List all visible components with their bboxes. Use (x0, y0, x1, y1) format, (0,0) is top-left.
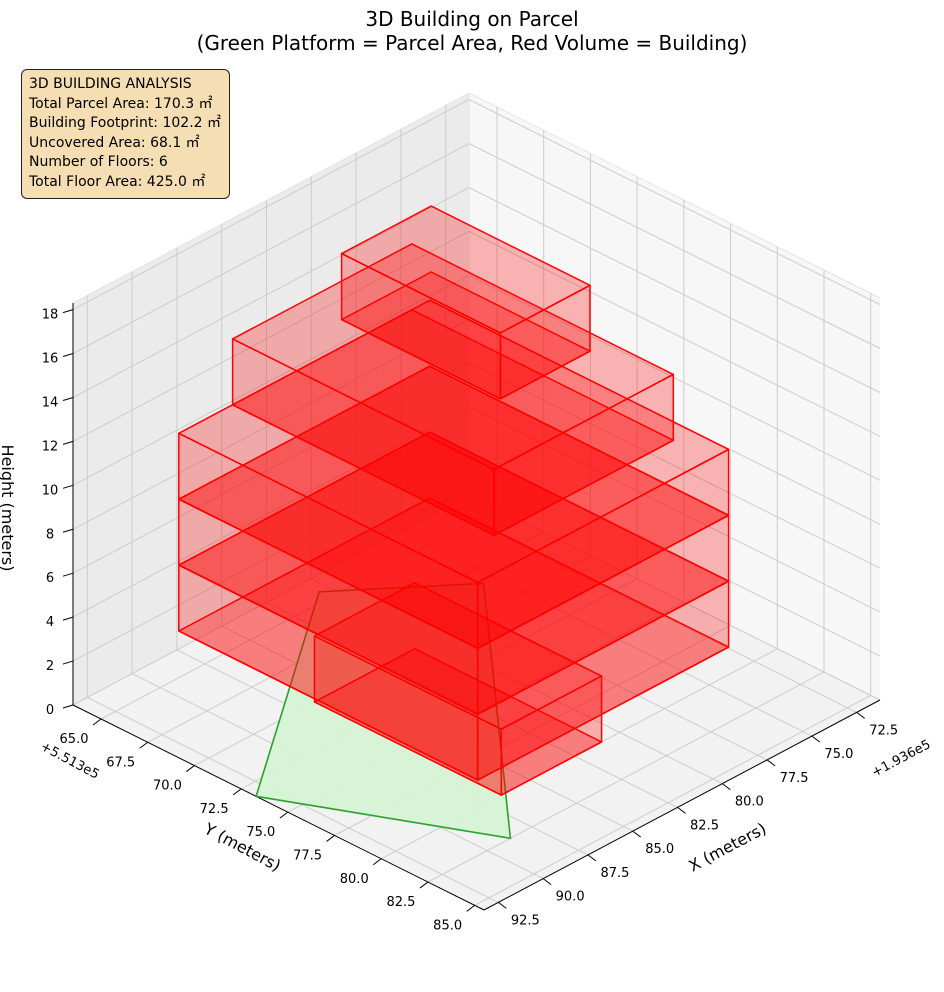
x-tick-mark (632, 830, 642, 838)
x-tick-label: 85.0 (645, 842, 674, 857)
stats-number-of-floors: Number of Floors: 6 (29, 154, 168, 170)
z-grid-line (72, 186, 881, 398)
x-tick-label: 92.5 (511, 913, 540, 928)
building-floor-block (340, 205, 591, 400)
z-tick-label: 10 (42, 483, 59, 498)
x-tick-label: 90.0 (556, 890, 585, 905)
y-tick-mark (466, 904, 475, 912)
x-axis-line (483, 699, 881, 911)
building-block-face (340, 205, 591, 334)
y-tick-label: 85.0 (433, 918, 462, 933)
y-tick-mark (419, 881, 429, 889)
stats-uncovered-area: Uncovered Area: 68.1 ㎡ (29, 134, 200, 151)
z-tick-mark (62, 704, 74, 709)
y-axis-line (72, 704, 485, 911)
z-tick-label: 14 (42, 395, 59, 410)
z-grid-line (72, 494, 881, 706)
x-tick-mark (722, 783, 731, 791)
z-tick-mark (62, 396, 74, 401)
y-tick-label: 65.0 (60, 732, 89, 747)
z-tick-mark (62, 440, 74, 445)
z-tick-label: 0 (46, 703, 54, 718)
y-tick-label: 77.5 (293, 848, 322, 863)
x-tick-label: 82.5 (690, 818, 719, 833)
y-tick-mark (372, 858, 382, 866)
stats-header: 3D BUILDING ANALYSIS (29, 76, 192, 92)
y-tick-mark (326, 835, 335, 842)
y-tick-label: 80.0 (340, 872, 369, 887)
y-tick-mark (139, 741, 149, 749)
z-grid-line (72, 362, 881, 574)
x-tick-mark (677, 806, 686, 814)
axis-lines (72, 303, 881, 911)
z-grid-line (72, 142, 881, 354)
z-grid-line (72, 99, 881, 311)
x-tick-label: 72.5 (869, 723, 898, 738)
z-grid-line (72, 230, 881, 442)
chart-subtitle: (Green Platform = Parcel Area, Red Volum… (196, 31, 748, 55)
y-tick-label: 72.5 (200, 802, 229, 817)
building-block-face (231, 243, 675, 471)
y-tick-label: 67.5 (106, 755, 135, 770)
x-tick-mark (766, 759, 776, 767)
z-grid-line (72, 406, 881, 618)
y-tick-label: 82.5 (386, 895, 415, 910)
x-tick-label: 75.0 (824, 747, 853, 762)
z-tick-mark (62, 572, 74, 577)
z-tick-label: 6 (46, 571, 54, 586)
x-tick-mark (587, 854, 597, 862)
y-tick-mark (92, 718, 102, 726)
stats-total-floor-area: Total Floor Area: 425.0 ㎡ (29, 173, 206, 190)
x-tick-label: 80.0 (735, 795, 764, 810)
z-tick-label: 18 (42, 308, 59, 323)
z-tick-mark (62, 528, 74, 533)
z-tick-mark (62, 660, 74, 665)
x-tick-mark (498, 901, 507, 909)
back-left-pane (73, 93, 469, 705)
stats-building-footprint: Building Footprint: 102.2 ㎡ (29, 115, 222, 131)
z-tick-mark (62, 353, 74, 358)
chart-title: 3D Building on Parcel (365, 7, 579, 31)
y-tick-label: 75.0 (246, 825, 275, 840)
analysis-stats-box: 3D BUILDING ANALYSIS Total Parcel Area: … (21, 69, 230, 199)
building-block-face (313, 582, 603, 730)
x-tick-mark (856, 711, 866, 719)
y-tick-mark (232, 788, 242, 796)
building-floor-block (231, 243, 675, 537)
z-grid-line (72, 274, 881, 486)
building-volume (178, 205, 730, 796)
x-offset-text: +1.936e5 (869, 737, 933, 780)
z-tick-label: 8 (46, 527, 54, 542)
stats-total-parcel-area: Total Parcel Area: 170.3 ㎡ (29, 95, 213, 112)
x-tick-label: 87.5 (600, 866, 629, 881)
x-tick-label: 77.5 (780, 771, 809, 786)
y-tick-mark (279, 811, 289, 819)
x-tick-mark (811, 735, 821, 743)
z-tick-label: 16 (42, 352, 59, 367)
z-tick-mark (62, 309, 74, 314)
z-tick-mark (62, 484, 74, 489)
axis-ticks: 72.5 75.0 77.5 80.0 82.5 85.0 87.5 90.0 92.5 65.0… (42, 308, 898, 934)
building-floor-block (313, 582, 603, 796)
z-tick-mark (62, 616, 74, 621)
y-tick-label: 70.0 (153, 779, 182, 794)
z-axis-label: Height (meters) (0, 445, 17, 572)
y-tick-mark (186, 765, 195, 772)
z-tick-label: 12 (42, 439, 59, 454)
z-tick-label: 2 (46, 659, 54, 674)
building-floor-block (178, 299, 730, 650)
z-tick-label: 4 (46, 615, 54, 630)
x-tick-mark (542, 878, 552, 886)
